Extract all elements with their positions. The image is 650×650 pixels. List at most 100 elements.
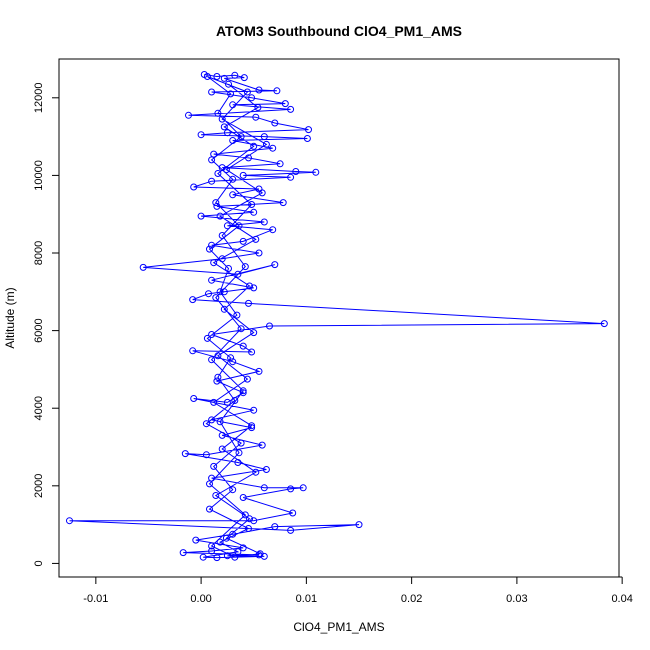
data-point <box>271 261 279 269</box>
data-point <box>208 156 216 164</box>
data-point <box>206 245 213 253</box>
data-point <box>245 154 252 162</box>
data-point <box>222 166 230 174</box>
y-tick-label: 12000 <box>33 83 45 114</box>
data-point <box>210 398 218 406</box>
data-point <box>225 80 232 88</box>
data-point <box>250 142 258 150</box>
y-tick-label: 8000 <box>33 241 45 265</box>
data-point <box>248 348 256 356</box>
data-point <box>213 202 221 210</box>
data-point <box>213 73 221 80</box>
data-point <box>208 331 216 338</box>
x-tick-label: 0.04 <box>611 593 632 605</box>
data-point <box>229 358 237 366</box>
data-point <box>214 373 222 381</box>
data-point <box>213 377 221 385</box>
data-point <box>216 418 224 426</box>
data-point <box>245 299 252 307</box>
data-point <box>192 536 200 544</box>
data-point <box>227 90 235 98</box>
data-point <box>181 450 189 458</box>
data-point <box>289 509 297 517</box>
data-point <box>299 484 307 492</box>
data-point <box>250 284 258 292</box>
data-point <box>292 168 300 175</box>
data-point <box>210 462 218 470</box>
data-point <box>262 140 270 148</box>
data-point <box>231 71 239 79</box>
data-point <box>239 171 247 179</box>
data-point <box>229 486 237 494</box>
data-point <box>243 88 251 96</box>
y-axis: 0 2000 4000 6000 8000 10000 12000 <box>33 83 60 566</box>
data-point <box>287 485 295 493</box>
data-point <box>269 144 277 152</box>
data-point <box>190 395 198 402</box>
data-point <box>271 523 279 531</box>
data-point <box>303 135 311 142</box>
data-point <box>197 131 205 139</box>
y-tick-label: 10000 <box>33 160 45 191</box>
data-point <box>210 259 218 267</box>
data-point <box>355 521 363 529</box>
x-tick-label: 0.01 <box>296 593 317 605</box>
x-tick-label: 0.02 <box>401 593 422 605</box>
y-tick-label: 2000 <box>33 474 45 498</box>
data-point <box>220 305 228 313</box>
data-point <box>208 177 216 185</box>
data-point <box>208 547 216 555</box>
data-point <box>234 459 242 466</box>
data-point <box>212 294 220 302</box>
data-point <box>202 451 210 459</box>
chart-title: ATOM3 Southbound ClO4_PM1_AMS <box>216 23 462 39</box>
data-point <box>223 129 231 137</box>
data-point <box>203 73 211 80</box>
data-point <box>246 515 253 523</box>
data-point <box>254 104 262 111</box>
data-point <box>214 109 222 117</box>
data-point <box>208 542 216 550</box>
data-point <box>216 538 224 546</box>
data-point <box>190 183 198 191</box>
data-point <box>216 212 224 220</box>
data-point <box>229 530 237 538</box>
data-point <box>231 553 239 561</box>
data-point <box>240 74 248 82</box>
data-point <box>223 222 231 230</box>
data-point <box>218 445 226 453</box>
x-tick-label: 0.03 <box>506 593 527 605</box>
series-line <box>69 74 605 559</box>
data-point <box>179 549 187 557</box>
data-point <box>600 320 608 328</box>
data-point <box>216 288 224 296</box>
data-point <box>287 173 295 181</box>
data-point <box>287 526 295 534</box>
data-point <box>189 347 197 355</box>
data-point <box>305 126 312 134</box>
data-point <box>223 398 231 406</box>
y-tick-label: 6000 <box>33 318 45 342</box>
data-point <box>229 137 237 144</box>
data-point <box>220 74 228 82</box>
data-point <box>208 276 216 284</box>
data-point <box>239 389 247 397</box>
plot-frame <box>58 58 620 578</box>
data-point <box>260 133 268 141</box>
data-point <box>189 296 197 304</box>
data-point <box>248 424 256 432</box>
data-point <box>245 525 252 532</box>
data-point <box>212 492 220 499</box>
data-point <box>218 431 226 439</box>
data-point <box>227 354 235 362</box>
data-point <box>218 232 226 239</box>
data-point <box>234 270 242 278</box>
data-point <box>239 237 247 245</box>
data-point <box>205 290 212 298</box>
data-point <box>241 511 249 519</box>
data-point <box>258 441 266 449</box>
data-point <box>248 422 256 430</box>
data-point <box>250 329 258 337</box>
data-point <box>260 484 268 492</box>
data-point <box>239 544 247 552</box>
